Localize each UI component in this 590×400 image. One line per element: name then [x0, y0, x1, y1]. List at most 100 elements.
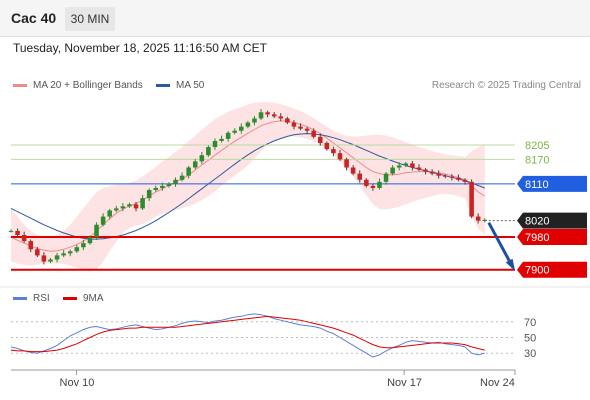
candle-body [107, 210, 112, 217]
candle-body [225, 132, 231, 139]
legend-swatch-9ma [63, 297, 77, 300]
candle-body [127, 204, 132, 207]
x-tick-label: Nov 10 [60, 377, 95, 389]
legend-ma50: MA 50 [156, 80, 204, 91]
level-tag-7900 [517, 261, 587, 278]
candle-body [396, 165, 402, 168]
candle-body [232, 130, 237, 133]
x-tick-label: Nov 24 [480, 377, 515, 389]
timeframe-button[interactable]: 30 MIN [65, 7, 115, 31]
candle-body [436, 173, 441, 176]
legend-swatch-ma50 [156, 84, 170, 87]
rsi-line [10, 313, 485, 358]
projection-arrow-head [505, 258, 515, 271]
level-label-8205: 8205 [525, 140, 549, 152]
candle-body [239, 126, 244, 131]
level-label-8170: 8170 [525, 154, 549, 166]
candle-body [199, 155, 205, 162]
candle-body [449, 176, 455, 178]
projection-arrow [487, 221, 515, 269]
instrument-title: Cac 40 [11, 10, 57, 26]
level-label-7980: 7980 [525, 232, 549, 244]
legend-bollinger: MA 20 + Bollinger Bands [13, 80, 143, 91]
timestamp: Tuesday, November 18, 2025 11:16:50 AM C… [13, 41, 267, 55]
candle-body [311, 130, 316, 137]
candle-body [370, 185, 376, 188]
candle-body [206, 147, 211, 156]
candle-body [337, 153, 343, 160]
candle-body [423, 169, 428, 172]
candle-body [331, 149, 336, 154]
candle-body [120, 206, 126, 209]
level-tag-7980 [517, 229, 587, 246]
candle-body [429, 171, 435, 174]
level-label-7900: 7900 [525, 265, 549, 277]
level-label-8110: 8110 [525, 179, 549, 191]
legend-label-ma50: MA 50 [176, 80, 205, 91]
candle-body [219, 138, 224, 141]
legend-swatch-rsi [13, 297, 27, 300]
rsi-tick-50: 50 [524, 333, 536, 345]
candle-body [192, 161, 198, 168]
candle-body [285, 118, 290, 123]
credit-text: Research © 2025 Trading Central [431, 80, 581, 91]
candle-body [153, 187, 159, 190]
rsi-tick-70: 70 [524, 317, 536, 329]
candle-body [443, 175, 448, 177]
legend-label-rsi: RSI [33, 293, 50, 304]
candle-body [252, 118, 257, 123]
candle-body [173, 179, 178, 184]
legend-label-9ma: 9MA [83, 293, 104, 304]
candle-body [403, 163, 409, 166]
candle-body [140, 198, 145, 209]
candle-body [344, 159, 349, 168]
legend-swatch-bollinger [13, 84, 27, 87]
candle-body [54, 255, 60, 260]
level-tag-8020 [517, 212, 587, 229]
candle-body [8, 230, 14, 232]
candle-body [166, 183, 172, 186]
rsi-tick-30: 30 [524, 348, 536, 360]
candle-body [357, 173, 363, 180]
candle-body [278, 116, 284, 119]
candle-body [390, 167, 395, 174]
candle-body [298, 126, 303, 129]
candle-body [41, 255, 47, 262]
candle-body [94, 224, 99, 238]
candle-body [100, 216, 106, 225]
candle-body [160, 185, 165, 188]
candle-body [67, 251, 73, 254]
candle-body [87, 237, 93, 244]
level-tag-8110 [517, 175, 587, 192]
candle-body [410, 163, 415, 168]
candle-body [324, 142, 330, 150]
candle-body [146, 190, 152, 199]
candle-body [271, 114, 277, 117]
candle-body [291, 122, 297, 127]
candle-body [383, 173, 389, 182]
candle-body [317, 136, 323, 143]
candle-body [81, 243, 86, 248]
candle-body [186, 167, 191, 176]
candle-body [114, 208, 119, 211]
candle-body [48, 259, 53, 262]
candle-body [482, 219, 488, 221]
candle-body [469, 181, 474, 217]
candle-body [74, 247, 80, 252]
legend-label-bollinger: MA 20 + Bollinger Bands [33, 80, 143, 91]
candle-body [28, 241, 34, 250]
candle-body [377, 181, 382, 188]
candle-body [416, 167, 422, 170]
candle-body [61, 253, 66, 256]
candle-body [15, 230, 20, 235]
x-tick-label: Nov 17 [387, 377, 422, 389]
candle-body [304, 128, 310, 131]
candle-body [35, 249, 40, 256]
candle-body [133, 204, 139, 209]
legend-9ma: 9MA [63, 293, 104, 304]
level-label-8020: 8020 [525, 216, 549, 228]
candle-body [265, 112, 270, 115]
toolbar: Cac 40 30 MIN [0, 0, 590, 37]
candle-body [350, 167, 356, 174]
